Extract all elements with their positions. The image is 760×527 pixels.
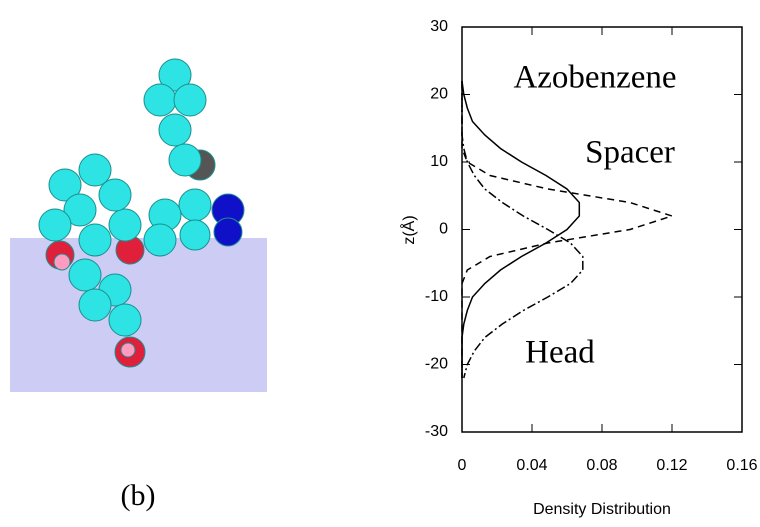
y-tick-label: 30 bbox=[430, 18, 448, 35]
y-tick-label: -10 bbox=[425, 288, 448, 305]
x-tick-label: 0.08 bbox=[586, 457, 617, 474]
molecule-illustration bbox=[10, 59, 267, 392]
x-axis-label: Density Distribution bbox=[533, 501, 671, 518]
x-tick-label: 0 bbox=[458, 457, 467, 474]
x-tick-label: 0.16 bbox=[726, 457, 757, 474]
x-tick-label: 0.04 bbox=[516, 457, 547, 474]
y-axis-label: z(Å) bbox=[399, 215, 418, 244]
series-label: Azobenzene bbox=[513, 60, 676, 96]
figure: (b) Density Distribution z(Å) -30 -20 -10 0… bbox=[0, 0, 760, 527]
y-tick-label: -30 bbox=[425, 423, 448, 440]
x-tick-label: 0.12 bbox=[656, 457, 687, 474]
density-line bbox=[462, 81, 583, 378]
caption: (b) bbox=[121, 479, 156, 512]
series-label: Spacer bbox=[585, 135, 675, 171]
y-tick-label: 20 bbox=[430, 86, 448, 103]
density-line bbox=[462, 81, 579, 378]
y-tick-label: -20 bbox=[425, 356, 448, 373]
series-label: Head bbox=[525, 335, 595, 371]
y-tick-label: 0 bbox=[439, 221, 448, 238]
y-tick-label: 10 bbox=[430, 153, 448, 170]
